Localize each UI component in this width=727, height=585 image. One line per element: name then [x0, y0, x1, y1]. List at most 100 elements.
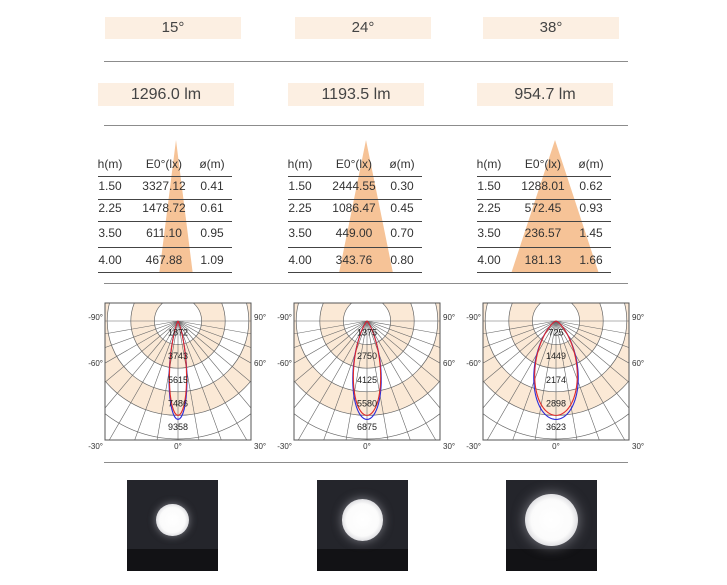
table-cell: 0.93 — [579, 201, 603, 215]
table-rule — [98, 247, 232, 248]
table-cell: 2.25 — [477, 201, 501, 215]
table-cell: 467.88 — [145, 253, 183, 267]
beam-photo-38 — [506, 480, 597, 571]
cone-graphic — [159, 140, 193, 272]
table-header: E0°(lx) — [145, 157, 183, 171]
light-spot — [525, 493, 578, 547]
polar-spoke — [105, 320, 179, 364]
polar-spoke — [483, 320, 557, 335]
polar-angle-label: -90° — [466, 313, 481, 322]
beam-photo-15 — [127, 480, 218, 571]
divider — [104, 61, 628, 62]
table-rule — [477, 272, 611, 273]
divider — [104, 462, 628, 463]
table-cell: 1086.47 — [332, 201, 376, 215]
polar-ring-label: 2750 — [357, 351, 377, 361]
polar-angle-label: 90° — [443, 313, 455, 322]
polar-ring-label: 5615 — [168, 375, 188, 385]
polar-spoke — [366, 320, 440, 335]
polar-spoke — [108, 320, 179, 440]
polar-ring-label: 9358 — [168, 422, 188, 432]
polar-spoke — [555, 320, 600, 440]
polar-spoke — [555, 320, 629, 335]
polar-angle-label: -60° — [466, 359, 481, 368]
table-rule — [288, 199, 422, 200]
table-cell: 611.10 — [146, 226, 182, 240]
table-rule — [477, 176, 611, 177]
table-cell: 1.50 — [98, 179, 122, 193]
polar-spoke — [483, 320, 557, 409]
table-cell: 3.50 — [288, 226, 312, 240]
polar-spoke — [156, 320, 179, 440]
polar-angle-label: 90° — [632, 313, 644, 322]
polar-ring-label: 6875 — [357, 422, 377, 432]
polar-angle-label: 0° — [363, 442, 371, 451]
table-cell: 0.61 — [200, 201, 224, 215]
luminous-flux-15: 1296.0 lm — [98, 83, 234, 106]
floor-shadow — [127, 549, 218, 571]
polar-angle-label: 90° — [254, 313, 266, 322]
intensity-curve-c90 — [534, 320, 578, 416]
table-cell: 1.66 — [579, 253, 603, 267]
beam-cone — [511, 140, 599, 272]
luminous-flux-38: 954.7 lm — [477, 83, 613, 106]
polar-diagram-15: 1872 3743 5615 7486 9358 -90° -60° -30° 90° 60° 30… — [88, 302, 266, 451]
polar-spoke — [294, 320, 368, 335]
polar-spoke — [534, 320, 557, 440]
table-cell: 0.70 — [390, 226, 414, 240]
table-header: h(m) — [287, 157, 313, 171]
table-cell: 2.25 — [98, 201, 122, 215]
intensity-curve-c90 — [168, 320, 188, 416]
polar-spoke — [177, 320, 251, 409]
polar-angle-label: -30° — [277, 442, 292, 451]
polar-spoke — [105, 320, 179, 409]
polar-frame — [293, 302, 441, 441]
beam-angle-15: 15° — [105, 17, 241, 39]
table-rule — [98, 199, 232, 200]
table-rule — [98, 272, 232, 273]
polar-angle-label: -90° — [88, 313, 103, 322]
polar-diagram-24: 1375 2750 4125 5580 6875 -90° -60° -30° 90° 60° 30… — [277, 302, 455, 451]
table-cell: 1.09 — [200, 253, 224, 267]
table-header: ø(m) — [389, 157, 415, 171]
table-cell: 236.57 — [524, 226, 562, 240]
table-rule — [98, 176, 232, 177]
polar-spoke — [177, 320, 251, 383]
polar-ring-label: 1449 — [546, 351, 566, 361]
illuminance-table-15: h(m) E0°(lx) ø(m) 1.50 3327.12 0.41 2.25 1478.7… — [98, 136, 232, 276]
polar-spoke — [105, 320, 179, 335]
polar-frame — [482, 302, 630, 441]
table-rule — [477, 221, 611, 222]
table-header: h(m) — [476, 157, 502, 171]
table-header: ø(m) — [199, 157, 225, 171]
polar-angle-label: 60° — [254, 359, 266, 368]
table-rule — [98, 221, 232, 222]
polar-spoke — [177, 320, 222, 440]
light-spot — [341, 499, 384, 541]
table-rule — [288, 221, 422, 222]
polar-angle-label: 60° — [632, 359, 644, 368]
polar-spoke — [294, 320, 368, 364]
table-cell: 1.45 — [579, 226, 603, 240]
polar-angle-label: 30° — [443, 442, 455, 451]
cone-graphic — [339, 140, 393, 272]
table-header: h(m) — [97, 157, 123, 171]
polar-angle-label: -60° — [277, 359, 292, 368]
polar-spoke — [366, 320, 440, 383]
polar-spoke — [294, 320, 368, 409]
polar-ring-label: 3743 — [168, 351, 188, 361]
polar-spoke — [366, 320, 437, 440]
polar-spoke — [177, 320, 248, 440]
divider — [104, 125, 628, 126]
table-cell: 0.41 — [200, 179, 224, 193]
cone-graphic — [511, 140, 599, 272]
polar-spoke — [555, 320, 626, 440]
polar-ring-label: 725 — [548, 328, 563, 338]
polar-frame — [104, 302, 252, 441]
polar-spoke — [555, 320, 629, 383]
table-cell: 572.45 — [524, 201, 562, 215]
table-cell: 3.50 — [98, 226, 122, 240]
polar-spoke — [345, 320, 368, 440]
polar-spoke — [134, 320, 179, 440]
beam-angle-38: 38° — [483, 17, 619, 39]
